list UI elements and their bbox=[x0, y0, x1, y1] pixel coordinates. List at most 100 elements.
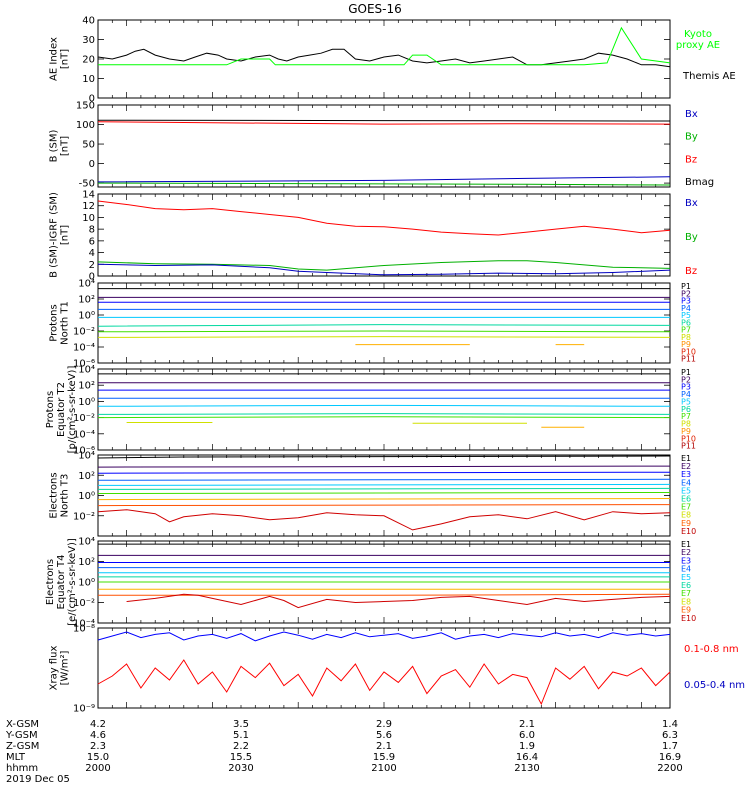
figure-title: GOES-16 bbox=[348, 2, 402, 16]
series-line-kyoto-proxy-ae bbox=[98, 26, 671, 66]
series-line-p6 bbox=[97, 324, 671, 327]
y-tick-label: 10⁻⁴ bbox=[73, 343, 95, 354]
series-line-e10 bbox=[126, 593, 671, 609]
footer-value: 6.0 bbox=[519, 730, 535, 741]
series-line-p6 bbox=[97, 413, 671, 415]
legend-label: By bbox=[685, 132, 698, 143]
series-line-bz bbox=[97, 200, 671, 236]
legend-label: P1 bbox=[681, 368, 691, 377]
legend-label: P3 bbox=[681, 383, 691, 392]
y-axis-label: Electrons bbox=[45, 559, 56, 605]
y-tick-label: 8 bbox=[89, 225, 95, 236]
series-line-bx bbox=[97, 263, 671, 276]
series-line-e7 bbox=[97, 492, 671, 494]
y-axis-label: Xray flux bbox=[49, 646, 60, 691]
series-line-p8 bbox=[97, 336, 671, 338]
legend-label: 0.1-0.8 nm bbox=[684, 644, 739, 655]
legend-label: P4 bbox=[681, 304, 691, 313]
y-tick-label: 14 bbox=[82, 190, 95, 201]
footer-value: 15.5 bbox=[230, 752, 252, 763]
series-line-e6 bbox=[97, 487, 671, 490]
y-axis-label: Equator T2 bbox=[56, 382, 67, 437]
footer-value: 3.5 bbox=[233, 719, 249, 730]
legend-label: E3 bbox=[681, 556, 691, 565]
legend-label: E2 bbox=[681, 462, 691, 471]
legend-label: P6 bbox=[681, 405, 691, 414]
legend-label: Bmag bbox=[685, 177, 714, 188]
series-line-e9 bbox=[97, 504, 671, 507]
y-tick-label: -50 bbox=[79, 179, 95, 190]
y-tick-label: 100 bbox=[76, 120, 95, 131]
y-tick-label: 10⁰ bbox=[78, 311, 95, 322]
legend-label: E1 bbox=[681, 540, 691, 549]
legend-label: P11 bbox=[681, 442, 696, 451]
legend-label: E1 bbox=[681, 454, 691, 463]
legend-label: Kyoto bbox=[684, 29, 712, 40]
footer-row-label: X-GSM bbox=[6, 719, 39, 730]
series-line-0-1-0-8-nm bbox=[97, 631, 671, 642]
footer-table: X-GSM 4.2 3.5 2.9 2.1 1.4 Y-GSM 4.6 5.1 5.6 6.0 6.3… bbox=[5, 719, 683, 785]
footer-row-label: Z-GSM bbox=[6, 741, 39, 752]
footer-value: 15.9 bbox=[373, 752, 395, 763]
y-tick-label: 0 bbox=[89, 94, 95, 105]
y-tick-label: 10 bbox=[82, 74, 95, 85]
footer-value: 1.7 bbox=[662, 741, 678, 752]
y-axis-label: Electrons bbox=[49, 472, 60, 518]
legend-label: P7 bbox=[681, 412, 691, 421]
y-tick-label: 10⁻⁸ bbox=[73, 624, 95, 635]
footer-value: 2100 bbox=[371, 763, 396, 774]
y-tick-label: 10⁻⁹ bbox=[73, 704, 95, 715]
footer-date: 2019 Dec 05 bbox=[6, 774, 70, 785]
y-tick-label: 50 bbox=[82, 140, 95, 151]
footer-value: 1.9 bbox=[519, 741, 535, 752]
series-line-bz bbox=[97, 121, 671, 125]
series-line-themis-ae bbox=[97, 48, 671, 68]
footer-row-label: MLT bbox=[6, 752, 26, 763]
y-tick-label: 10² bbox=[78, 381, 95, 392]
legend-label: P1 bbox=[681, 282, 691, 291]
legend-label: E3 bbox=[681, 470, 691, 479]
footer-value: 2000 bbox=[85, 763, 110, 774]
y-axis-label: North T1 bbox=[60, 301, 71, 345]
footer-value: 6.3 bbox=[662, 730, 678, 741]
legend-label: P10 bbox=[681, 347, 696, 356]
y-tick-label: 4 bbox=[89, 248, 95, 259]
footer-value: 4.2 bbox=[90, 719, 106, 730]
footer-value: 15.0 bbox=[87, 752, 109, 763]
y-axis-label: AE Index bbox=[49, 37, 60, 81]
y-tick-label: 10⁻² bbox=[73, 598, 95, 609]
y-axis-label: [nT] bbox=[60, 49, 71, 69]
legend-label: E6 bbox=[681, 495, 691, 504]
legend-label: E9 bbox=[681, 519, 691, 528]
footer-value: 2.9 bbox=[376, 719, 392, 730]
y-tick-label: 10⁻⁴ bbox=[73, 619, 95, 630]
y-tick-label: 10⁻² bbox=[73, 511, 95, 522]
y-tick-label: 10² bbox=[78, 557, 95, 568]
y-tick-label: 10² bbox=[78, 471, 95, 482]
y-tick-label: 2 bbox=[89, 260, 95, 271]
y-tick-label: 20 bbox=[82, 55, 95, 66]
legend-label: Bx bbox=[685, 198, 698, 209]
legend-label: Bz bbox=[685, 266, 697, 277]
y-axis-label: [nT] bbox=[60, 136, 71, 156]
legend-label: P2 bbox=[681, 289, 691, 298]
series-line-0-05-0-4-nm bbox=[97, 659, 671, 706]
y-axis-label: Equator T4 bbox=[56, 555, 67, 610]
legend-label: By bbox=[685, 232, 698, 243]
series-line-p5 bbox=[97, 404, 671, 407]
y-tick-label: 12 bbox=[82, 201, 95, 212]
panel-2: -50 0 50 100 150 B (SM) [nT] Bx By Bz Bmag bbox=[49, 101, 715, 190]
y-tick-label: 10⁰ bbox=[78, 397, 95, 408]
legend-label: Themis AE bbox=[682, 71, 736, 82]
series-line-by bbox=[97, 182, 671, 186]
footer-value: 2.1 bbox=[376, 741, 392, 752]
panel-8: 10⁻⁹ 10⁻⁸ Xray flux [W/m²] 0.1-0.8 nm 0.05-0.… bbox=[49, 624, 746, 715]
series-line-p7 bbox=[97, 416, 671, 419]
footer-value: 5.6 bbox=[376, 730, 392, 741]
footer-row-label: Y-GSM bbox=[5, 730, 38, 741]
legend-label: P4 bbox=[681, 390, 691, 399]
y-tick-label: 0 bbox=[89, 272, 95, 283]
